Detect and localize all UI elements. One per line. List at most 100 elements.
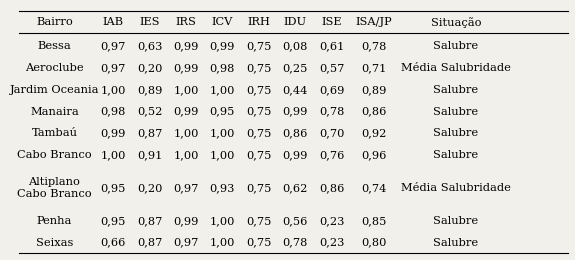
Text: IDU: IDU	[283, 17, 306, 27]
Text: 0,98: 0,98	[101, 107, 126, 117]
Text: 0,86: 0,86	[361, 107, 386, 117]
Text: 0,78: 0,78	[361, 41, 386, 51]
Text: 0,76: 0,76	[319, 150, 344, 160]
Text: 0,95: 0,95	[101, 216, 126, 226]
Text: Salubre: Salubre	[434, 238, 478, 248]
Text: IRH: IRH	[247, 17, 270, 27]
Text: 0,62: 0,62	[282, 183, 308, 193]
Text: 1,00: 1,00	[210, 216, 235, 226]
Text: 0,99: 0,99	[173, 41, 198, 51]
Text: 0,75: 0,75	[246, 216, 271, 226]
Text: Seixas: Seixas	[36, 238, 73, 248]
Text: Salubre: Salubre	[434, 128, 478, 139]
Text: 1,00: 1,00	[210, 128, 235, 139]
Text: 1,00: 1,00	[210, 85, 235, 95]
Text: 0,75: 0,75	[246, 107, 271, 117]
Text: IRS: IRS	[175, 17, 197, 27]
Text: 1,00: 1,00	[173, 85, 198, 95]
Text: IAB: IAB	[102, 17, 124, 27]
Text: 0,85: 0,85	[361, 216, 386, 226]
Text: 0,96: 0,96	[361, 150, 386, 160]
Text: Jardim Oceania: Jardim Oceania	[10, 85, 99, 95]
Text: 0,61: 0,61	[319, 41, 344, 51]
Text: 0,99: 0,99	[173, 107, 198, 117]
Text: 0,99: 0,99	[101, 128, 126, 139]
Text: 0,69: 0,69	[319, 85, 344, 95]
Text: 0,63: 0,63	[137, 41, 162, 51]
Text: 1,00: 1,00	[173, 128, 198, 139]
Text: 0,75: 0,75	[246, 63, 271, 73]
Text: Salubre: Salubre	[434, 150, 478, 160]
Text: 0,20: 0,20	[137, 183, 162, 193]
Text: 0,99: 0,99	[173, 63, 198, 73]
Text: 0,78: 0,78	[282, 238, 308, 248]
Text: 0,56: 0,56	[282, 216, 308, 226]
Text: 0,23: 0,23	[319, 238, 344, 248]
Text: IES: IES	[139, 17, 160, 27]
Text: Média Salubridade: Média Salubridade	[401, 63, 511, 73]
Text: 0,20: 0,20	[137, 63, 162, 73]
Text: ISA/JP: ISA/JP	[355, 17, 392, 27]
Text: 0,89: 0,89	[361, 85, 386, 95]
Text: Penha: Penha	[37, 216, 72, 226]
Text: 1,00: 1,00	[101, 85, 126, 95]
Text: 0,44: 0,44	[282, 85, 308, 95]
Text: 0,25: 0,25	[282, 63, 308, 73]
Text: 1,00: 1,00	[101, 150, 126, 160]
Text: Cabo Branco: Cabo Branco	[17, 150, 92, 160]
Text: 0,66: 0,66	[101, 238, 126, 248]
Text: Bairro: Bairro	[36, 17, 73, 27]
Text: Salubre: Salubre	[434, 85, 478, 95]
Text: Salubre: Salubre	[434, 107, 478, 117]
Text: Bessa: Bessa	[37, 41, 71, 51]
Text: 0,75: 0,75	[246, 128, 271, 139]
Text: Altiplano
Cabo Branco: Altiplano Cabo Branco	[17, 177, 92, 199]
Text: 0,99: 0,99	[282, 150, 308, 160]
Text: 0,87: 0,87	[137, 238, 162, 248]
Text: 0,75: 0,75	[246, 85, 271, 95]
Text: 0,87: 0,87	[137, 216, 162, 226]
Text: Aeroclube: Aeroclube	[25, 63, 84, 73]
Text: Média Salubridade: Média Salubridade	[401, 183, 511, 193]
Text: 0,70: 0,70	[319, 128, 344, 139]
Text: 1,00: 1,00	[210, 238, 235, 248]
Text: Salubre: Salubre	[434, 216, 478, 226]
Text: Salubre: Salubre	[434, 41, 478, 51]
Text: 0,95: 0,95	[101, 183, 126, 193]
Text: 0,71: 0,71	[361, 63, 386, 73]
Text: 0,52: 0,52	[137, 107, 162, 117]
Text: 0,57: 0,57	[319, 63, 344, 73]
Text: 0,95: 0,95	[210, 107, 235, 117]
Text: ICV: ICV	[212, 17, 233, 27]
Text: 0,89: 0,89	[137, 85, 162, 95]
Text: 0,78: 0,78	[319, 107, 344, 117]
Text: 0,97: 0,97	[101, 41, 126, 51]
Text: 0,93: 0,93	[210, 183, 235, 193]
Text: 0,75: 0,75	[246, 150, 271, 160]
Text: 0,75: 0,75	[246, 238, 271, 248]
Text: 0,75: 0,75	[246, 183, 271, 193]
Text: 0,99: 0,99	[282, 107, 308, 117]
Text: Tambaú: Tambaú	[32, 128, 78, 139]
Text: 0,08: 0,08	[282, 41, 308, 51]
Text: Manaira: Manaira	[30, 107, 79, 117]
Text: 0,98: 0,98	[210, 63, 235, 73]
Text: 0,75: 0,75	[246, 41, 271, 51]
Text: 0,92: 0,92	[361, 128, 386, 139]
Text: 0,99: 0,99	[210, 41, 235, 51]
Text: 0,80: 0,80	[361, 238, 386, 248]
Text: 0,97: 0,97	[173, 238, 198, 248]
Text: 0,87: 0,87	[137, 128, 162, 139]
Text: 0,97: 0,97	[101, 63, 126, 73]
Text: 0,86: 0,86	[282, 128, 308, 139]
Text: 1,00: 1,00	[210, 150, 235, 160]
Text: 0,99: 0,99	[173, 216, 198, 226]
Text: 0,74: 0,74	[361, 183, 386, 193]
Text: Situação: Situação	[431, 17, 481, 28]
Text: 0,97: 0,97	[173, 183, 198, 193]
Text: 1,00: 1,00	[173, 150, 198, 160]
Text: ISE: ISE	[321, 17, 342, 27]
Text: 0,23: 0,23	[319, 216, 344, 226]
Text: 0,91: 0,91	[137, 150, 162, 160]
Text: 0,86: 0,86	[319, 183, 344, 193]
